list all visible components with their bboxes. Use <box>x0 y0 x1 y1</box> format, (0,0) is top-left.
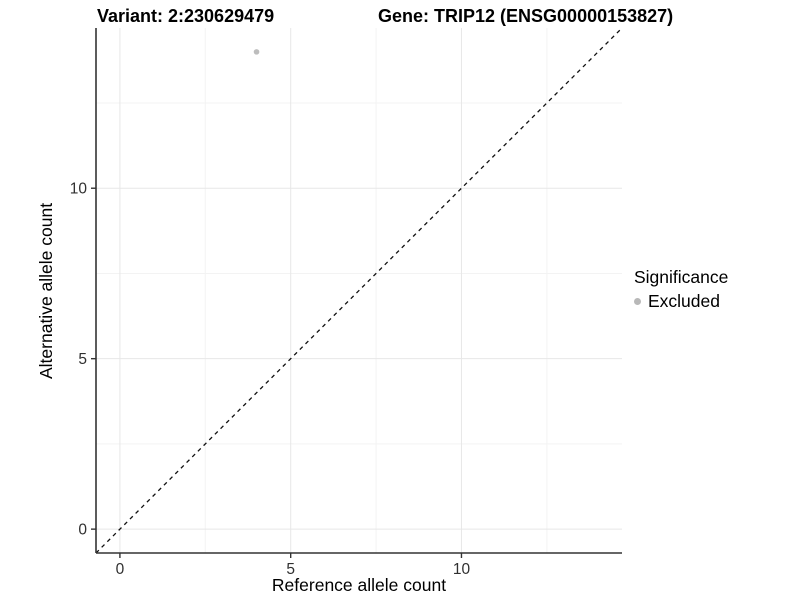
plot-title-gene: Gene: TRIP12 (ENSG00000153827) <box>378 6 674 26</box>
plot-title-variant: Variant: 2:230629479 <box>97 6 275 26</box>
y-tick-label: 5 <box>78 351 87 368</box>
identity-dashed-line <box>95 27 623 554</box>
y-tick-label: 10 <box>70 181 88 198</box>
legend: Significance Excluded <box>634 267 728 312</box>
x-tick-label: 10 <box>453 561 471 578</box>
y-tick-label: 0 <box>78 522 87 539</box>
x-tick-label: 5 <box>286 561 295 578</box>
legend-item-excluded: Excluded <box>634 291 728 312</box>
legend-title: Significance <box>634 267 729 287</box>
data-point <box>253 49 260 55</box>
legend-item-label: Excluded <box>648 291 720 311</box>
x-tick-label: 0 <box>116 561 125 578</box>
x-axis-title: Reference allele count <box>271 575 447 595</box>
y-axis-title: Alternative allele count <box>36 202 56 379</box>
legend-point-icon <box>634 298 641 305</box>
